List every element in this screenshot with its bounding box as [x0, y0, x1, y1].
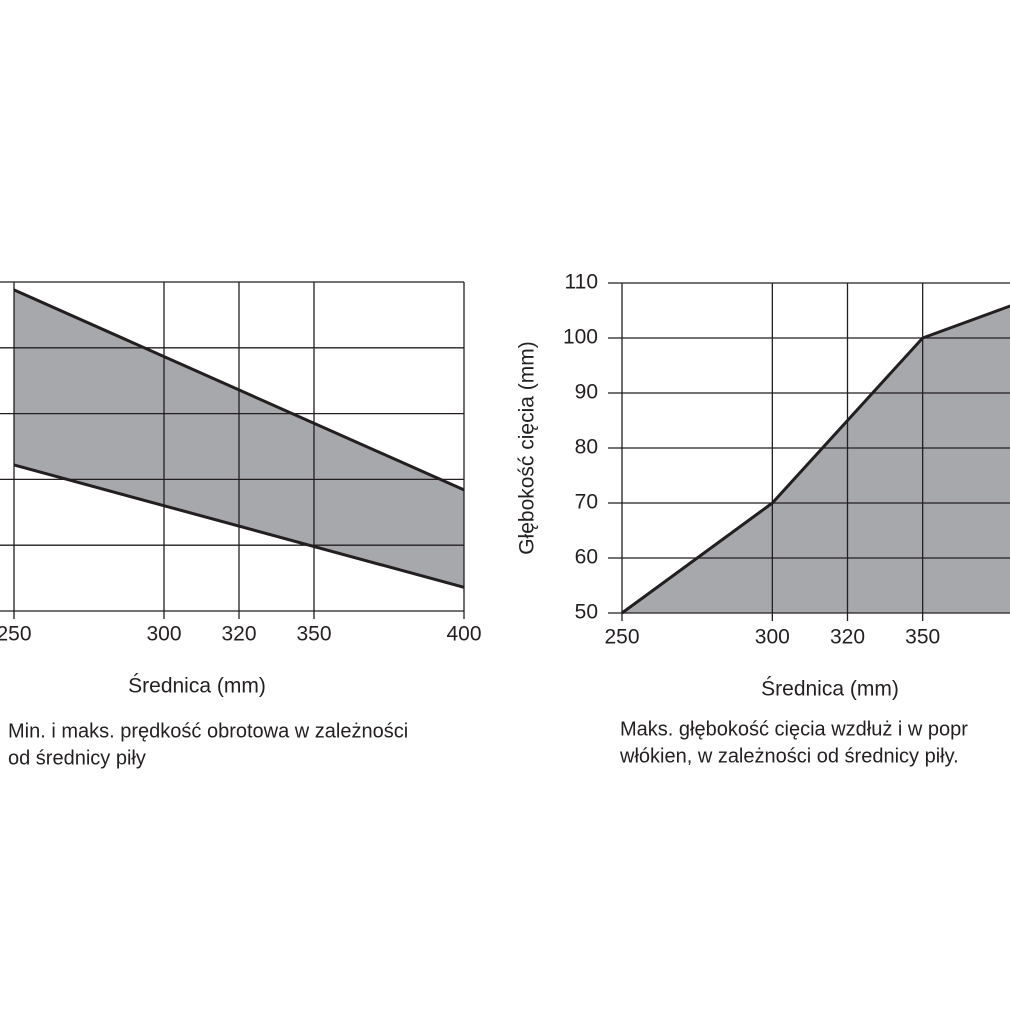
- area-fill: [622, 306, 1010, 613]
- x-tick-label: 250: [0, 623, 32, 646]
- y-tick-label: 70: [575, 491, 598, 514]
- y-tick-label: 90: [575, 381, 598, 404]
- x-axis-title: Średnica (mm): [761, 677, 899, 701]
- caption: włókien, w zależności od średnicy piły.: [619, 745, 959, 767]
- y-axis-title: Głębokość cięcia (mm): [516, 341, 539, 555]
- x-tick-label: 320: [830, 626, 865, 649]
- area-line: [621, 304, 1010, 615]
- band-edge: [13, 463, 465, 589]
- x-tick-label: 320: [221, 623, 256, 646]
- x-axis-title: Średnica (mm): [128, 674, 266, 698]
- x-tick-label: 300: [146, 623, 181, 646]
- x-tick-label: 250: [604, 626, 639, 649]
- x-tick-label: 350: [905, 626, 940, 649]
- y-tick-label: 80: [575, 436, 598, 459]
- y-tick-label: 110: [565, 271, 598, 294]
- band-edge: [13, 288, 465, 492]
- y-tick-label: 60: [575, 546, 598, 569]
- caption: Min. i maks. prędkość obrotowa w zależno…: [8, 720, 408, 742]
- y-tick-label: 100: [563, 326, 598, 349]
- x-tick-label: 350: [296, 623, 331, 646]
- caption: Maks. głębokość cięcia wzdłuż i w popr: [620, 718, 968, 740]
- x-tick-label: 300: [755, 626, 790, 649]
- y-tick-label: 50: [575, 601, 598, 624]
- x-tick-label: 400: [446, 623, 481, 646]
- caption: od średnicy piły: [8, 747, 146, 769]
